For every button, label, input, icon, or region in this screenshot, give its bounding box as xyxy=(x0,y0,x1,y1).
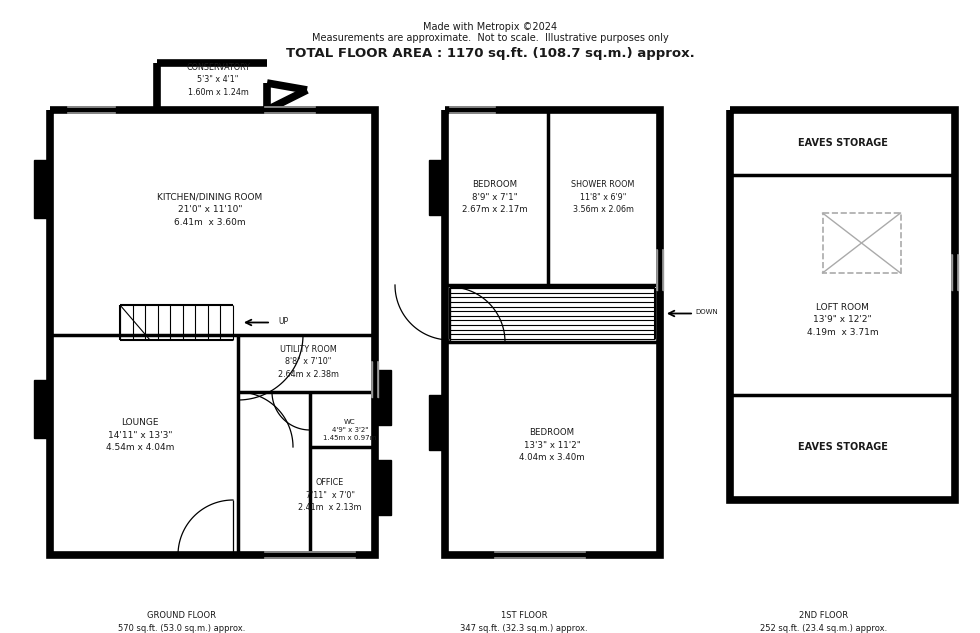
Text: BEDROOM
13'3" x 11'2"
4.04m x 3.40m: BEDROOM 13'3" x 11'2" 4.04m x 3.40m xyxy=(519,428,585,462)
Bar xyxy=(429,160,445,215)
Text: WC
4'9" x 3'2"
1.45m x 0.97m: WC 4'9" x 3'2" 1.45m x 0.97m xyxy=(323,418,376,441)
Text: OFFICE
7'11"  x 7'0"
2.41m  x 2.13m: OFFICE 7'11" x 7'0" 2.41m x 2.13m xyxy=(298,478,362,512)
Text: 2ND FLOOR
252 sq.ft. (23.4 sq.m.) approx.: 2ND FLOOR 252 sq.ft. (23.4 sq.m.) approx… xyxy=(760,611,887,633)
Bar xyxy=(445,110,660,555)
Text: LOUNGE
14'11" x 13'3"
4.54m x 4.04m: LOUNGE 14'11" x 13'3" 4.54m x 4.04m xyxy=(106,418,174,452)
Bar xyxy=(375,370,391,425)
Bar xyxy=(429,395,445,450)
Bar xyxy=(34,380,50,438)
Bar xyxy=(375,460,391,515)
Text: DOWN: DOWN xyxy=(696,310,718,315)
Bar xyxy=(50,110,375,555)
Bar xyxy=(730,110,955,500)
Bar xyxy=(822,213,901,273)
Text: EAVES STORAGE: EAVES STORAGE xyxy=(798,442,888,453)
Text: UP: UP xyxy=(278,317,288,326)
Text: BEDROOM
8'9" x 7'1"
2.67m x 2.17m: BEDROOM 8'9" x 7'1" 2.67m x 2.17m xyxy=(463,180,528,214)
Text: GROUND FLOOR
570 sq.ft. (53.0 sq.m.) approx.: GROUND FLOOR 570 sq.ft. (53.0 sq.m.) app… xyxy=(118,611,245,633)
Text: EAVES STORAGE: EAVES STORAGE xyxy=(798,137,888,147)
Text: LOFT ROOM
13'9" x 12'2"
4.19m  x 3.71m: LOFT ROOM 13'9" x 12'2" 4.19m x 3.71m xyxy=(807,303,878,337)
Text: CONSERVATORY
5'3" x 4'1"
1.60m x 1.24m: CONSERVATORY 5'3" x 4'1" 1.60m x 1.24m xyxy=(186,63,250,97)
Text: SHOWER ROOM
11'8" x 6'9"
3.56m x 2.06m: SHOWER ROOM 11'8" x 6'9" 3.56m x 2.06m xyxy=(571,180,635,214)
Text: UTILITY ROOM
8'8" x 7'10"
2.64m x 2.38m: UTILITY ROOM 8'8" x 7'10" 2.64m x 2.38m xyxy=(277,345,338,379)
Text: KITCHEN/DINING ROOM
21'0" x 11'10"
6.41m  x 3.60m: KITCHEN/DINING ROOM 21'0" x 11'10" 6.41m… xyxy=(158,193,263,227)
Text: Measurements are approximate.  Not to scale.  Illustrative purposes only: Measurements are approximate. Not to sca… xyxy=(312,33,668,43)
Bar xyxy=(157,63,267,110)
Text: TOTAL FLOOR AREA : 1170 sq.ft. (108.7 sq.m.) approx.: TOTAL FLOOR AREA : 1170 sq.ft. (108.7 sq… xyxy=(285,47,695,60)
Text: Made with Metropix ©2024: Made with Metropix ©2024 xyxy=(423,22,557,32)
Text: 1ST FLOOR
347 sq.ft. (32.3 sq.m.) approx.: 1ST FLOOR 347 sq.ft. (32.3 sq.m.) approx… xyxy=(461,611,588,633)
Bar xyxy=(34,160,50,218)
